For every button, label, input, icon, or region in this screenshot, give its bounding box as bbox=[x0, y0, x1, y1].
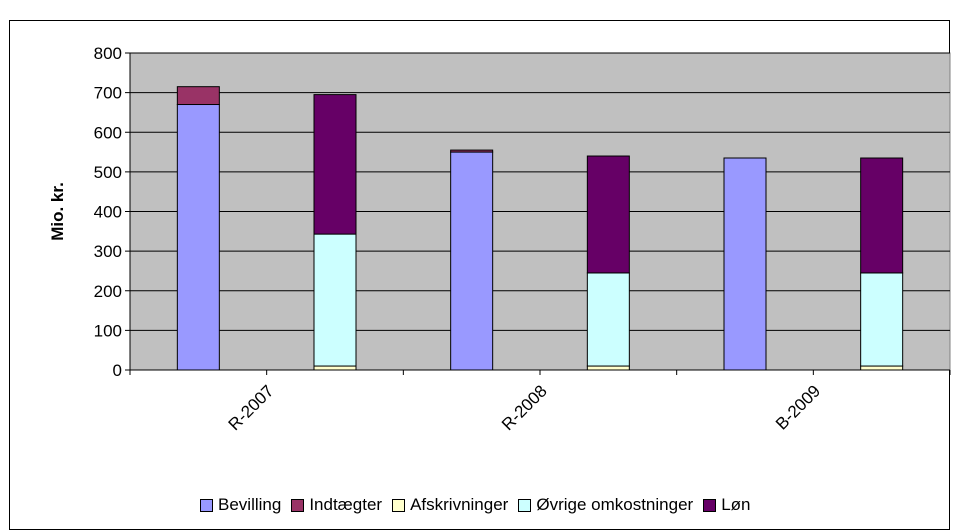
bar--vrige-omkostninger-r-2008 bbox=[586, 272, 630, 367]
bar--vrige-omkostninger-b-2009 bbox=[860, 272, 904, 367]
x-tick-label: R-2007 bbox=[225, 381, 278, 434]
x-tick-label: R-2008 bbox=[498, 381, 551, 434]
bar-l-n-b-2009 bbox=[860, 157, 904, 274]
y-tick-label: 400 bbox=[94, 203, 122, 222]
legend-item: Øvrige omkostninger bbox=[518, 495, 693, 515]
legend-item: Indtægter bbox=[291, 495, 382, 515]
y-tick-label: 300 bbox=[94, 242, 122, 261]
bar-bevilling-b-2009 bbox=[723, 157, 767, 371]
bar-bevilling-r-2008 bbox=[450, 151, 494, 371]
legend-swatch bbox=[703, 498, 717, 512]
y-tick-label: 0 bbox=[113, 361, 122, 380]
legend-label: Indtægter bbox=[309, 495, 383, 514]
y-tick-label: 200 bbox=[94, 282, 122, 301]
y-axis-label: Mio. kr. bbox=[48, 182, 67, 241]
bar-l-n-r-2008 bbox=[586, 155, 630, 274]
bar-l-n-r-2007 bbox=[313, 94, 357, 235]
legend-item: Bevilling bbox=[200, 495, 281, 515]
bar--vrige-omkostninger-r-2007 bbox=[313, 233, 357, 367]
y-tick-label: 700 bbox=[94, 84, 122, 103]
x-tick-label: B-2009 bbox=[772, 381, 824, 433]
bar-indt-gter-r-2008 bbox=[450, 149, 494, 153]
y-tick-label: 100 bbox=[94, 321, 122, 340]
y-tick-label: 500 bbox=[94, 163, 122, 182]
bar-bevilling-r-2007 bbox=[176, 104, 220, 371]
legend-swatch bbox=[200, 498, 213, 512]
bar-afskrivninger-b-2009 bbox=[860, 365, 904, 371]
legend-label: Øvrige omkostninger bbox=[536, 495, 694, 514]
legend-swatch bbox=[291, 498, 305, 512]
legend-swatch bbox=[392, 498, 406, 512]
legend-label: Afskrivninger bbox=[410, 495, 509, 514]
legend-swatch bbox=[518, 498, 532, 512]
y-tick-label: 800 bbox=[94, 44, 122, 63]
bar-afskrivninger-r-2007 bbox=[313, 365, 357, 371]
legend-item: Løn bbox=[703, 495, 750, 515]
legend-label: Løn bbox=[721, 495, 751, 514]
legend-item: Afskrivninger bbox=[392, 495, 508, 515]
chart-legend: Bevilling Indtægter Afskrivninger Øvrige om… bbox=[200, 495, 900, 515]
bar-indt-gter-r-2007 bbox=[176, 86, 220, 106]
y-tick-label: 600 bbox=[94, 123, 122, 142]
legend-label: Bevilling bbox=[218, 495, 282, 514]
bar-afskrivninger-r-2008 bbox=[586, 365, 630, 371]
